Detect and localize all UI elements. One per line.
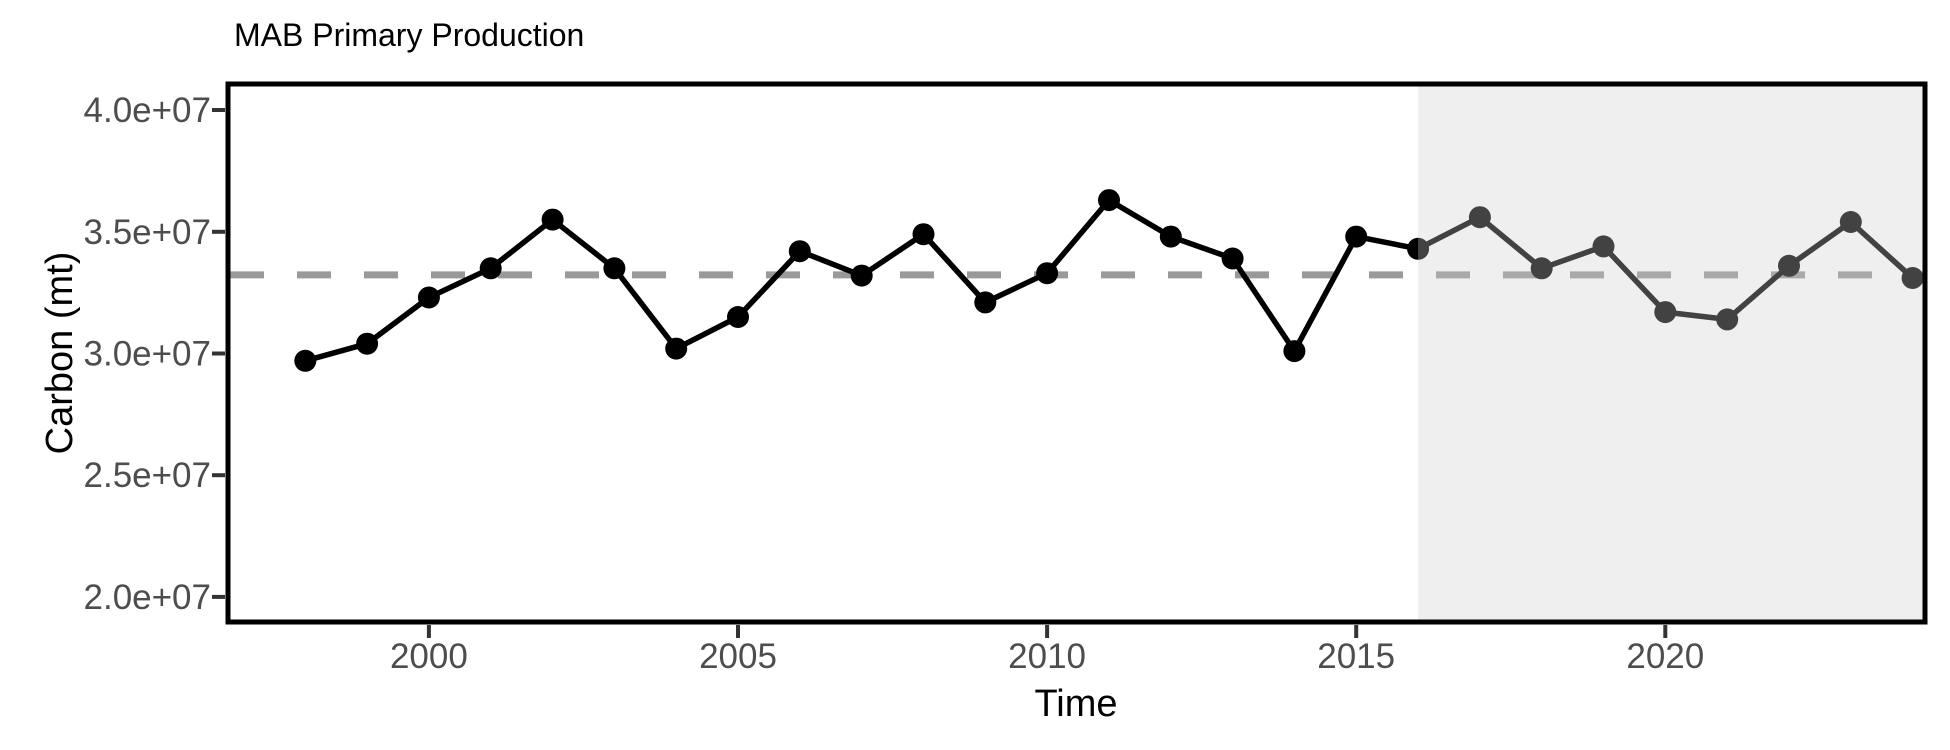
data-point-2012 — [1159, 225, 1182, 248]
data-point-1998 — [294, 349, 317, 372]
data-point-2022 — [1778, 254, 1800, 277]
data-point-2015 — [1345, 225, 1368, 248]
y-tick-label-2: 3.0e+07 — [84, 335, 212, 374]
recent-period-shade-layer — [1418, 84, 1925, 622]
y-tick-label-0: 2.0e+07 — [84, 578, 212, 617]
data-point-2016 — [1407, 237, 1430, 260]
data-point-2002 — [541, 208, 564, 231]
data-point-2006 — [788, 240, 811, 263]
data-point-2021 — [1716, 308, 1739, 331]
y-tick-label-3: 3.5e+07 — [84, 213, 212, 252]
x-tick-label-2015: 2015 — [1317, 637, 1395, 676]
y-axis-title: Carbon (mt) — [39, 252, 81, 455]
data-point-2003 — [603, 257, 626, 280]
x-tick-label-2005: 2005 — [699, 637, 777, 676]
points-layer — [294, 189, 1924, 372]
x-tick-label-2000: 2000 — [390, 637, 468, 676]
data-point-2009 — [974, 291, 997, 314]
data-point-2024 — [1901, 267, 1924, 289]
data-point-2010 — [1036, 262, 1059, 285]
data-point-2019 — [1592, 235, 1615, 258]
data-point-2020 — [1654, 301, 1677, 324]
data-point-2001 — [479, 257, 502, 280]
data-point-2004 — [665, 337, 688, 360]
panel-border — [225, 81, 1928, 625]
recent-period-shade — [1418, 84, 1925, 622]
y-tick-label-4: 4.0e+07 — [84, 91, 212, 130]
data-point-2011 — [1098, 189, 1120, 212]
data-point-2017 — [1468, 206, 1491, 229]
axis-ticks-layer — [212, 108, 1668, 638]
y-tick-label-1: 2.5e+07 — [84, 456, 212, 495]
data-point-2007 — [850, 264, 873, 287]
data-point-2000 — [417, 286, 440, 309]
x-axis-title: Time — [1034, 683, 1117, 725]
data-point-2023 — [1839, 211, 1862, 233]
data-point-2018 — [1530, 257, 1553, 280]
data-point-1999 — [356, 332, 379, 355]
axis-tick-labels-layer: 2000 2005 2010 2015 2020 2.0e+07 2.5e+07 3.0e+0… — [84, 91, 1705, 676]
data-point-2005 — [727, 306, 749, 328]
x-tick-label-2020: 2020 — [1626, 637, 1704, 676]
data-point-2008 — [912, 223, 935, 246]
data-point-2014 — [1283, 340, 1306, 363]
x-tick-label-2010: 2010 — [1008, 637, 1086, 676]
chart-title: MAB Primary Production — [234, 17, 584, 53]
data-point-2013 — [1221, 247, 1244, 270]
